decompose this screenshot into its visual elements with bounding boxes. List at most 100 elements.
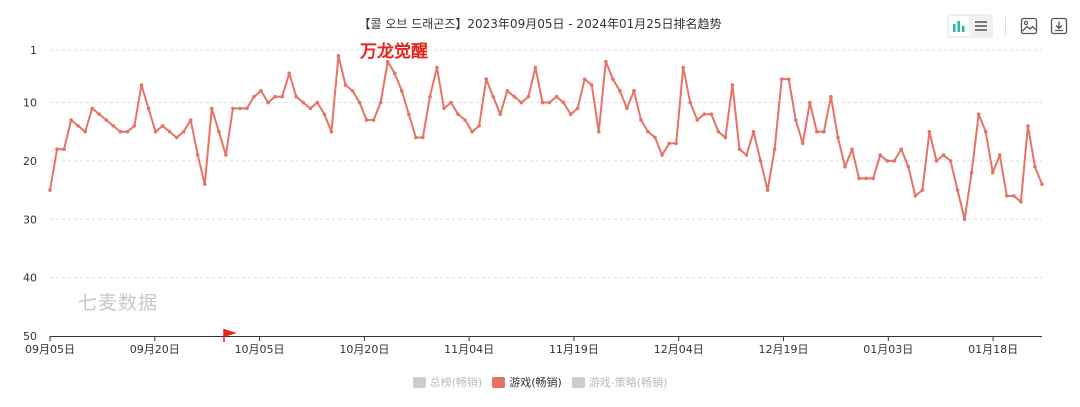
data-point[interactable] xyxy=(611,77,615,81)
data-point[interactable] xyxy=(800,141,805,146)
data-point[interactable] xyxy=(62,147,66,152)
data-point[interactable] xyxy=(793,118,798,122)
bar-chart-icon[interactable] xyxy=(949,16,969,36)
data-point[interactable] xyxy=(990,170,995,175)
data-point[interactable] xyxy=(111,124,116,128)
data-point[interactable] xyxy=(167,129,172,134)
data-point[interactable] xyxy=(259,89,263,93)
data-point[interactable] xyxy=(343,83,348,87)
data-point[interactable] xyxy=(737,147,742,152)
data-point[interactable] xyxy=(674,141,678,146)
data-point[interactable] xyxy=(1012,194,1016,198)
data-point[interactable] xyxy=(484,77,488,81)
data-point[interactable] xyxy=(786,77,791,81)
data-point[interactable] xyxy=(568,112,573,117)
data-point[interactable] xyxy=(554,94,559,99)
data-point[interactable] xyxy=(364,118,369,122)
data-point[interactable] xyxy=(104,118,109,122)
data-point[interactable] xyxy=(76,124,80,128)
data-point[interactable] xyxy=(632,89,636,93)
data-point[interactable] xyxy=(997,153,1002,157)
data-point[interactable] xyxy=(604,59,608,64)
data-point[interactable] xyxy=(702,112,707,117)
data-point[interactable] xyxy=(350,89,355,93)
data-point[interactable] xyxy=(90,106,95,111)
legend-item-strategy[interactable]: 游戏-策略(畅销) xyxy=(571,374,667,390)
data-point[interactable] xyxy=(421,135,425,140)
data-point[interactable] xyxy=(202,182,207,187)
data-point[interactable] xyxy=(287,71,292,76)
data-point[interactable] xyxy=(723,135,728,140)
data-point[interactable] xyxy=(336,54,341,58)
data-point[interactable] xyxy=(414,135,418,140)
data-point[interactable] xyxy=(181,129,186,134)
data-point[interactable] xyxy=(864,176,868,181)
data-point[interactable] xyxy=(491,94,496,99)
data-point[interactable] xyxy=(280,94,284,99)
data-point[interactable] xyxy=(118,129,123,134)
data-point[interactable] xyxy=(533,65,538,70)
data-point[interactable] xyxy=(55,147,59,152)
data-point[interactable] xyxy=(231,106,235,111)
data-point[interactable] xyxy=(843,164,847,169)
data-point[interactable] xyxy=(378,100,383,105)
data-point[interactable] xyxy=(822,129,826,134)
data-point[interactable] xyxy=(857,176,861,181)
data-point[interactable] xyxy=(955,188,960,192)
data-point[interactable] xyxy=(913,194,918,198)
data-point[interactable] xyxy=(716,129,721,134)
data-point[interactable] xyxy=(1019,199,1023,204)
data-point[interactable] xyxy=(48,188,52,192)
data-point[interactable] xyxy=(962,217,967,222)
data-point[interactable] xyxy=(1026,124,1030,128)
data-point[interactable] xyxy=(618,89,622,93)
data-point[interactable] xyxy=(442,106,446,111)
data-point[interactable] xyxy=(836,135,840,140)
data-point[interactable] xyxy=(751,129,756,134)
data-point[interactable] xyxy=(83,129,87,134)
data-point[interactable] xyxy=(892,159,897,163)
data-point[interactable] xyxy=(174,135,179,140)
data-point[interactable] xyxy=(315,100,320,105)
data-point[interactable] xyxy=(505,89,510,93)
data-point[interactable] xyxy=(885,159,890,163)
data-point[interactable] xyxy=(392,71,397,76)
data-point[interactable] xyxy=(428,94,432,99)
data-point[interactable] xyxy=(547,100,552,105)
data-point[interactable] xyxy=(878,153,882,157)
data-point[interactable] xyxy=(927,129,932,134)
data-point[interactable] xyxy=(589,83,594,87)
event-flag-icon[interactable] xyxy=(223,329,237,342)
data-point[interactable] xyxy=(765,188,770,192)
data-point[interactable] xyxy=(596,129,601,134)
data-point[interactable] xyxy=(146,106,151,111)
data-point[interactable] xyxy=(139,83,144,87)
data-point[interactable] xyxy=(681,65,685,70)
data-point[interactable] xyxy=(407,112,411,117)
data-point[interactable] xyxy=(941,153,946,157)
data-point[interactable] xyxy=(871,176,875,181)
data-point[interactable] xyxy=(969,170,974,175)
data-point[interactable] xyxy=(195,153,200,157)
data-point[interactable] xyxy=(238,106,242,111)
data-point[interactable] xyxy=(153,129,158,134)
data-point[interactable] xyxy=(463,118,467,122)
download-icon[interactable] xyxy=(1048,15,1070,37)
data-point[interactable] xyxy=(69,118,73,122)
data-point[interactable] xyxy=(519,100,524,105)
data-point[interactable] xyxy=(470,129,474,134)
data-point[interactable] xyxy=(934,159,939,163)
data-point[interactable] xyxy=(125,129,130,134)
data-point[interactable] xyxy=(1033,164,1037,169)
list-icon[interactable] xyxy=(971,16,991,36)
data-point[interactable] xyxy=(639,118,643,122)
data-point[interactable] xyxy=(906,164,911,169)
data-point[interactable] xyxy=(224,153,228,157)
legend-item-overall[interactable]: 总榜(畅销) xyxy=(412,374,482,390)
data-point[interactable] xyxy=(435,65,439,70)
data-point[interactable] xyxy=(575,106,580,111)
data-point[interactable] xyxy=(920,188,925,192)
data-point[interactable] xyxy=(456,112,460,117)
data-point[interactable] xyxy=(245,106,249,111)
data-point[interactable] xyxy=(526,94,531,99)
